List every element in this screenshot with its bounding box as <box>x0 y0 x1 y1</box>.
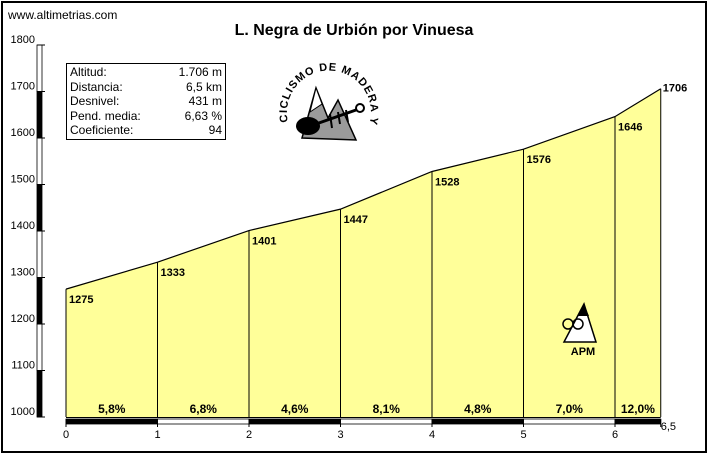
elevation-labels: 1275 1333 1401 1447 1528 1576 1646 1706 <box>69 83 687 306</box>
gradient-label: 6,8% <box>190 402 218 416</box>
y-tick-label: 1400 <box>11 220 35 232</box>
x-tick-label: 6 <box>612 429 618 441</box>
stat-label: Desnivel: <box>70 94 120 108</box>
mountain-icon <box>562 302 598 343</box>
bicycle-icon <box>562 318 574 330</box>
x-tick-label: 2 <box>246 429 252 441</box>
x-tick-label: 0 <box>63 429 69 441</box>
elevation-label: 1646 <box>618 122 642 134</box>
elevation-label: 1528 <box>435 176 459 188</box>
stat-label: Pend. media: <box>70 108 141 123</box>
x-scale-segment <box>340 418 433 425</box>
elevation-label: 1275 <box>69 294 93 306</box>
y-scale-segment <box>36 137 43 185</box>
x-scale-segment <box>431 418 524 425</box>
gradient-label: 12,0% <box>621 402 655 416</box>
x-tick-label: 4 <box>429 429 435 441</box>
y-tick-label: 1700 <box>11 81 35 93</box>
elevation-label: 1447 <box>344 214 368 226</box>
stat-row: Distancia: 6,5 km <box>70 80 222 95</box>
x-axis: 0 1 2 3 4 5 6 6,5 <box>63 417 676 441</box>
gradient-label: 4,8% <box>464 402 492 416</box>
chart-title: L. Negra de Urbión por Vinuesa <box>234 22 474 39</box>
y-tick-label: 1300 <box>11 267 35 279</box>
stat-row: Altitud: 1.706 m <box>70 65 222 80</box>
x-tick-label: 3 <box>337 429 343 441</box>
stat-value: 94 <box>208 123 222 137</box>
elevation-area <box>65 88 662 418</box>
stat-row: Coeficiente: 94 <box>70 123 222 138</box>
gradient-label: 4,6% <box>281 402 309 416</box>
y-scale-segment <box>36 184 43 232</box>
apm-logo: APM <box>562 302 598 358</box>
x-tick-label: 1 <box>154 429 160 441</box>
stat-label: Coeficiente: <box>70 123 134 137</box>
stat-row: Desnivel: 431 m <box>70 94 222 109</box>
x-scale-segment <box>248 418 341 425</box>
elevation-fill <box>66 88 661 418</box>
gradient-label: 8,1% <box>373 402 401 416</box>
stats-box: Altitud: 1.706 m Distancia: 6,5 km Desnive… <box>66 63 226 140</box>
stat-label: Altitud: <box>70 65 107 79</box>
y-tick-label: 1600 <box>11 127 35 139</box>
y-scale-segment <box>36 91 43 139</box>
y-tick-label: 1500 <box>11 174 35 186</box>
elevation-line <box>65 88 662 290</box>
gradient-label: 5,8% <box>98 402 126 416</box>
stat-value: 431 m <box>188 94 222 108</box>
stat-label: Distancia: <box>70 79 123 94</box>
stat-row: Pend. media: 6,63 % <box>70 109 222 124</box>
x-scale-segment <box>523 418 616 425</box>
gradient-bar: 5,8% 6,8% 4,6% 8,1% 4,8% 7,0% 12,0% <box>98 402 655 416</box>
elevation-label: 1401 <box>252 236 276 248</box>
y-tick-label: 1800 <box>11 34 35 46</box>
elevation-label: 1576 <box>527 154 551 166</box>
y-tick-label: 1100 <box>11 360 35 372</box>
x-tick-label: 6,5 <box>661 421 676 433</box>
y-scale-segment <box>36 323 43 371</box>
elevation-label: 1706 <box>663 83 687 95</box>
y-scale-segment <box>36 277 43 325</box>
y-scale-segment <box>36 230 43 278</box>
x-tick-label: 5 <box>520 429 526 441</box>
elevation-label: 1333 <box>161 267 185 279</box>
stat-value: 6,5 km <box>185 79 222 94</box>
stat-value: 1.706 m <box>178 65 222 79</box>
x-scale-segment <box>614 418 662 425</box>
x-scale-segment <box>65 418 158 425</box>
apm-text: APM <box>571 346 595 358</box>
stat-value: 6,63 % <box>184 108 222 123</box>
y-axis: 1000 1100 1200 1300 1400 1500 1600 1700 1800 <box>11 34 45 418</box>
gradient-label: 7,0% <box>556 402 584 416</box>
y-scale-segment <box>36 44 43 92</box>
y-tick-label: 1000 <box>11 406 35 418</box>
site-url: www.altimetrias.com <box>8 8 118 22</box>
y-tick-label: 1200 <box>11 313 35 325</box>
y-scale-segment <box>36 370 43 418</box>
x-scale-segment <box>157 418 250 425</box>
club-logo: CICLISMO DE MADERA Y VIENTO <box>272 60 379 141</box>
